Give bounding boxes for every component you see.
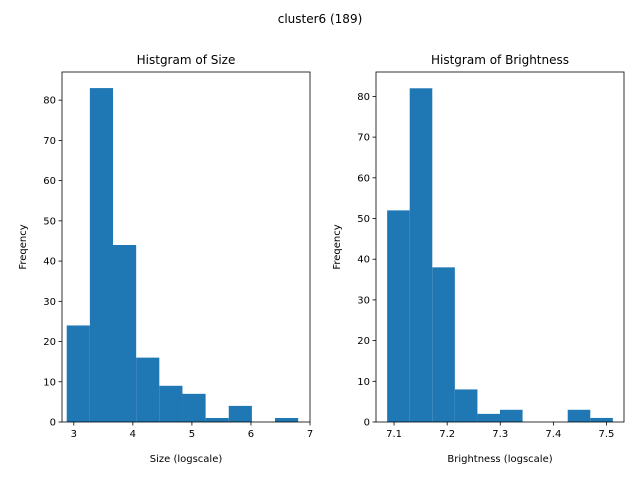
brightness-x-tick-label: 7.2 <box>439 429 455 440</box>
brightness-y-axis-label: Freqency <box>332 224 343 269</box>
size-y-tick-label: 80 <box>43 96 56 107</box>
brightness-x-tick-label: 7.4 <box>545 429 561 440</box>
brightness-histogram-bar <box>590 417 613 422</box>
brightness-x-tick-label: 7.1 <box>386 429 402 440</box>
size-histogram-bar <box>136 357 160 422</box>
brightness-y-tick-label: 40 <box>357 255 370 266</box>
size-y-tick-label: 10 <box>43 377 56 388</box>
size-axes-frame <box>61 71 311 423</box>
size-y-axis-label: Freqency <box>18 224 29 269</box>
size-y-tick-label: 20 <box>43 337 56 348</box>
size-histogram-bar <box>159 385 183 422</box>
brightness-histogram-bar <box>409 88 433 422</box>
size-x-tick-label: 6 <box>248 429 254 440</box>
brightness-x-tick-label: 7.3 <box>492 429 508 440</box>
size-x-tick-label: 5 <box>189 429 195 440</box>
size-y-tick-label: 40 <box>43 257 56 268</box>
size-y-tick-label: 60 <box>43 176 56 187</box>
size-x-tick-label: 4 <box>130 429 136 440</box>
brightness-y-tick-label: 30 <box>357 295 370 306</box>
brightness-histogram-bar <box>454 389 478 422</box>
size-histogram-bar <box>205 417 229 422</box>
brightness-y-tick-label: 50 <box>357 214 370 225</box>
brightness-y-tick-label: 20 <box>357 336 370 347</box>
size-y-tick-label: 70 <box>43 136 56 147</box>
brightness-y-tick-label: 10 <box>357 377 370 388</box>
brightness-histogram-panel: Histgram of Brightness Brightness (logsc… <box>332 53 625 465</box>
brightness-histogram-title: Histgram of Brightness <box>431 53 569 67</box>
figure-suptitle: cluster6 (189) <box>278 12 363 26</box>
brightness-x-axis-label: Brightness (logscale) <box>447 454 552 465</box>
size-y-tick-label: 50 <box>43 216 56 227</box>
brightness-histogram-bar <box>432 267 455 422</box>
brightness-histogram-bar <box>500 409 523 422</box>
size-x-tick-label: 7 <box>307 429 313 440</box>
size-y-tick-label: 30 <box>43 297 56 308</box>
brightness-histogram-bar <box>567 409 591 422</box>
brightness-y-tick-label: 60 <box>357 173 370 184</box>
size-x-tick-label: 3 <box>71 429 77 440</box>
brightness-histogram-bar <box>477 413 500 422</box>
size-histogram-bar <box>66 325 90 422</box>
size-histogram-panel: Histgram of Size Size (logscale) Freqenc… <box>18 53 313 465</box>
brightness-y-tick-label: 80 <box>357 92 370 103</box>
size-histogram-bar <box>89 88 114 422</box>
size-histogram-bar <box>182 393 206 422</box>
brightness-y-tick-label: 70 <box>357 133 370 144</box>
size-histogram-bar <box>228 405 252 422</box>
brightness-y-tick-label: 0 <box>364 418 370 429</box>
size-x-axis-label: Size (logscale) <box>150 454 223 465</box>
size-y-tick-label: 0 <box>50 418 56 429</box>
size-histogram-title: Histgram of Size <box>137 53 236 67</box>
brightness-x-tick-label: 7.5 <box>599 429 615 440</box>
brightness-histogram-bar <box>387 210 410 422</box>
size-histogram-bar <box>113 244 137 422</box>
size-histogram-bar <box>275 417 299 422</box>
